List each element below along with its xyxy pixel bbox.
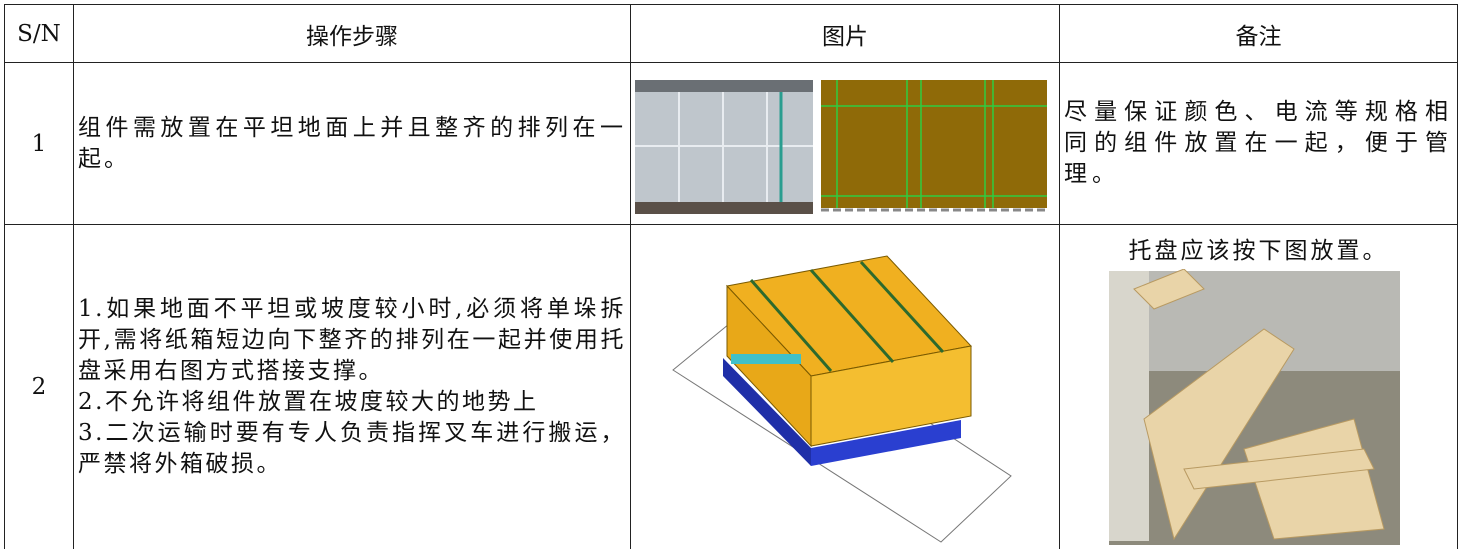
note-text: 托盘应该按下图放置。: [1064, 231, 1453, 265]
header-image: 图片: [631, 5, 1060, 63]
sn: 2: [5, 225, 74, 549]
image-cell: [631, 63, 1060, 225]
header-note: 备注: [1060, 5, 1458, 63]
step-item: 2.不允许将组件放置在坡度较大的地势上: [78, 387, 626, 418]
image-cell: [631, 225, 1060, 549]
step-item: 3.二次运输时要有专人负责指挥叉车进行搬运，严禁将外箱破损。: [78, 418, 626, 480]
header-sn: S/N: [5, 5, 74, 63]
photos: [631, 64, 1059, 224]
note: 托盘应该按下图放置。: [1060, 225, 1458, 549]
step: 1.如果地面不平坦或坡度较小时,必须将单垛拆开,需将纸箱短边向下整齐的排列在一起…: [74, 225, 631, 549]
step-text: 组件需放置在平坦地面上并且整齐的排列在一起。: [78, 113, 626, 175]
header-row: S/N 操作步骤 图片 备注: [5, 5, 1458, 63]
pallet-drawing: [631, 226, 1059, 548]
step-item: 1.如果地面不平坦或坡度较小时,必须将单垛拆开,需将纸箱短边向下整齐的排列在一起…: [78, 294, 626, 387]
note-text: 尽量保证颜色、电流等规格相同的组件放置在一起，便于管理。: [1064, 97, 1453, 190]
header-step: 操作步骤: [74, 5, 631, 63]
sn: 1: [5, 63, 74, 225]
step: 组件需放置在平坦地面上并且整齐的排列在一起。: [74, 63, 631, 225]
row: 1 组件需放置在平坦地面上并且整齐的排列在一起。 尽量保证颜色、电流等规格相同的…: [5, 63, 1458, 225]
procedure-table: S/N 操作步骤 图片 备注 1 组件需放置在平坦地面上并且整齐的排列在一起。 …: [4, 4, 1458, 549]
pallet-photo: [1064, 269, 1453, 549]
row: 2 1.如果地面不平坦或坡度较小时,必须将单垛拆开,需将纸箱短边向下整齐的排列在…: [5, 225, 1458, 549]
note: 尽量保证颜色、电流等规格相同的组件放置在一起，便于管理。: [1060, 63, 1458, 225]
drawing-crates: [821, 80, 1047, 208]
